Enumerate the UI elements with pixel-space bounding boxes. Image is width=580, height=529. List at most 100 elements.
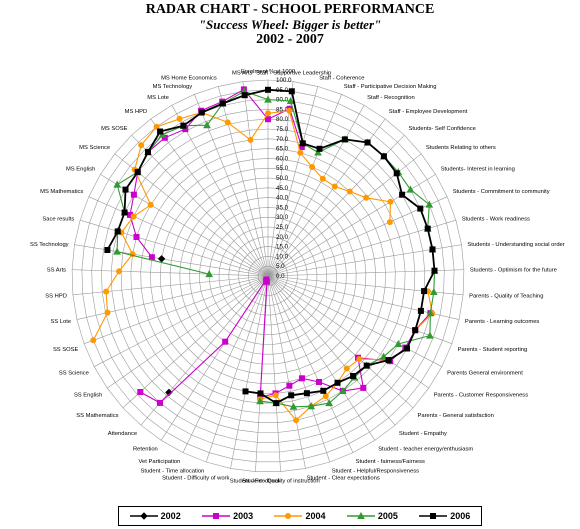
data-point xyxy=(314,148,322,156)
data-point xyxy=(343,365,350,372)
category-label: Staff - Employee Development xyxy=(389,109,468,115)
data-point xyxy=(157,255,166,263)
data-point xyxy=(286,96,295,104)
category-label: SS Mathematics xyxy=(76,413,118,419)
category-label: Staff - Coherence xyxy=(319,76,364,82)
category-label: MS Science xyxy=(79,145,110,151)
radial-tick-label: 80.0 xyxy=(276,116,289,123)
data-point xyxy=(360,384,367,391)
legend-label: 2006 xyxy=(450,511,471,521)
legend-swatch xyxy=(346,512,375,519)
data-point xyxy=(299,375,305,382)
grid-spoke xyxy=(267,275,396,426)
chart-subtitle: "Success Wheel: Bigger is better" xyxy=(198,17,382,32)
data-point xyxy=(320,387,327,394)
data-point xyxy=(288,88,295,95)
data-point xyxy=(104,309,111,316)
category-label: Staff - Participative Decision Making xyxy=(344,84,437,90)
data-point xyxy=(272,392,279,399)
category-label: Retention xyxy=(133,446,158,452)
data-point xyxy=(331,183,338,190)
data-point xyxy=(364,139,371,146)
grid-spoke xyxy=(267,275,414,409)
category-label: Student - fairness/Fairness xyxy=(356,459,425,465)
grid-spoke xyxy=(230,275,269,469)
data-point xyxy=(299,140,306,147)
category-label: SS Science xyxy=(59,370,89,376)
data-point xyxy=(387,198,394,205)
data-point xyxy=(176,115,183,122)
grid-spoke xyxy=(267,275,306,469)
data-point xyxy=(265,116,271,123)
category-label: Vet Participation xyxy=(138,459,180,465)
category-label: Student - Difficulty of work xyxy=(162,475,229,481)
grid-spoke xyxy=(218,86,269,277)
data-point xyxy=(319,175,326,182)
data-point xyxy=(288,392,295,399)
data-point xyxy=(356,356,363,362)
category-label: MS Arts xyxy=(232,71,252,77)
data-point xyxy=(426,309,435,317)
chart-period: 2002 - 2007 xyxy=(256,32,324,47)
legend-swatch xyxy=(274,513,303,519)
grid-spoke xyxy=(80,219,269,277)
radial-tick-label: 25.0 xyxy=(276,224,289,231)
grid-spoke xyxy=(267,219,456,277)
grid-spoke xyxy=(72,269,269,277)
data-point xyxy=(316,145,323,152)
grid-ring xyxy=(71,79,465,472)
data-point xyxy=(241,92,248,99)
data-point xyxy=(429,246,436,253)
grid-spoke xyxy=(267,275,429,389)
data-point xyxy=(325,399,334,407)
grid-spoke xyxy=(267,275,281,472)
data-point xyxy=(385,357,392,364)
data-point xyxy=(363,194,370,201)
chart-legend: 2002 2003 2004 2005 2006 xyxy=(118,506,482,526)
data-point xyxy=(134,169,141,176)
category-label: MS Home Economics xyxy=(161,76,217,82)
category-label: Students - Optimism for the future xyxy=(470,268,557,274)
category-label: SS Lote xyxy=(50,319,71,325)
data-point xyxy=(130,213,137,220)
radial-tick-label: 30.0 xyxy=(276,214,289,221)
data-point xyxy=(222,338,229,345)
data-point xyxy=(429,287,438,295)
data-point xyxy=(137,389,144,395)
grid-spoke xyxy=(267,81,294,277)
data-point xyxy=(256,397,264,405)
data-point xyxy=(386,219,393,226)
grid-ring xyxy=(81,89,455,463)
category-label: MS Lote xyxy=(147,95,169,101)
data-point xyxy=(338,386,347,394)
radial-tick-label: 85.0 xyxy=(276,106,289,113)
data-point xyxy=(157,399,163,406)
category-label: SS SOSE xyxy=(53,347,79,353)
data-point xyxy=(103,288,110,295)
category-label: Student - Helpful/Responsiveness xyxy=(332,469,419,475)
legend-marker xyxy=(430,513,437,519)
category-label: MS HPD xyxy=(125,109,148,115)
radial-tick-label: 60.0 xyxy=(276,155,289,162)
legend-item: 2002 xyxy=(129,511,181,521)
grid-ring xyxy=(248,256,288,296)
data-point xyxy=(346,188,353,195)
radial-tick-label: 75.0 xyxy=(276,126,289,133)
data-point xyxy=(286,107,293,114)
grid-ring xyxy=(199,207,337,345)
grid-spoke xyxy=(267,275,376,441)
data-point xyxy=(265,110,271,117)
data-point xyxy=(307,402,316,410)
data-point xyxy=(303,390,310,397)
radial-tick-label: 65.0 xyxy=(276,146,289,153)
grid-spoke xyxy=(122,275,269,409)
data-point xyxy=(431,267,438,274)
data-point xyxy=(425,200,434,208)
category-label: SS Arts xyxy=(47,268,66,274)
data-point xyxy=(379,352,388,360)
grid-ring xyxy=(189,197,347,355)
grid-spoke xyxy=(131,134,269,277)
data-point xyxy=(198,109,205,116)
data-point xyxy=(114,228,121,235)
grid-spoke xyxy=(194,94,269,277)
